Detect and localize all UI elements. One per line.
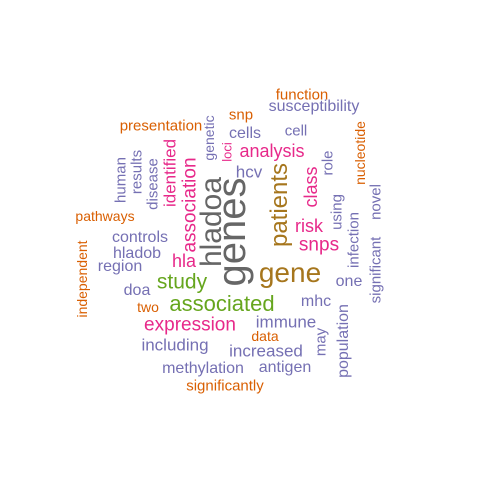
word-significant: significant (367, 236, 385, 304)
word-associated: associated (169, 291, 275, 316)
word-hladoa: hladoa (195, 176, 228, 268)
word-immune: immune (255, 312, 317, 332)
word-increased: increased (229, 341, 303, 361)
word-population: population (335, 304, 352, 378)
word-pathways: pathways (75, 208, 135, 224)
word-one: one (335, 273, 363, 290)
word-methylation: methylation (162, 360, 244, 377)
word-class: class (301, 166, 321, 208)
word-susceptibility: susceptibility (268, 98, 360, 115)
word-hladob: hladob (112, 245, 162, 262)
word-infection: infection (345, 212, 363, 268)
word-patients: patients (266, 162, 293, 248)
word-snp: snp (228, 106, 254, 124)
word-human: human (112, 157, 130, 203)
word-independent: independent (74, 240, 90, 318)
word-nucleotide: nucleotide (352, 121, 368, 185)
word-data: data (251, 328, 279, 344)
word-risk: risk (295, 216, 323, 236)
word-significantly: significantly (186, 377, 264, 395)
word-mhc: mhc (300, 293, 332, 310)
word-loci: loci (219, 142, 235, 162)
word-region: region (97, 258, 143, 275)
word-presentation: presentation (119, 117, 203, 135)
word-association: association (179, 157, 201, 253)
word-including: including (141, 335, 209, 355)
word-results: results (128, 149, 146, 195)
word-novel: novel (367, 184, 385, 220)
word-study: study (156, 270, 208, 294)
word-antigen: antigen (258, 359, 312, 376)
word-hcv: hcv (235, 162, 263, 182)
word-doa: doa (123, 282, 151, 299)
word-snps: snps (298, 234, 340, 256)
word-may: may (312, 327, 330, 357)
word-hla: hla (171, 251, 197, 271)
word-role: role (319, 150, 337, 176)
word-function: function (275, 86, 329, 104)
word-gene: gene (258, 257, 322, 288)
word-disease: disease (144, 158, 162, 210)
word-cell: cell (284, 122, 308, 140)
word-using: using (328, 194, 346, 230)
word-identified: identified (160, 138, 180, 208)
word-two: two (137, 299, 159, 315)
word-genetic: genetic (201, 115, 217, 161)
word-expression: expression (144, 314, 236, 336)
word-analysis: analysis (239, 141, 305, 161)
word-controls: controls (111, 229, 169, 246)
word-cells: cells (228, 125, 262, 142)
